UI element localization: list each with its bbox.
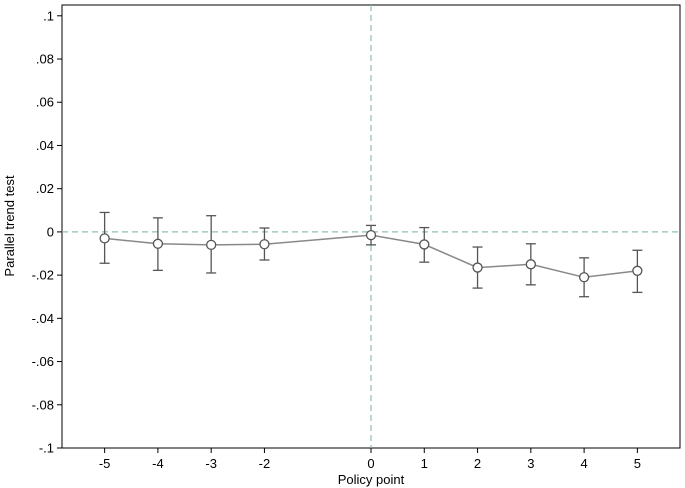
y-tick-label: .1	[43, 8, 54, 23]
x-tick-label: 0	[367, 456, 374, 471]
data-point	[632, 265, 643, 276]
y-tick-label: -.04	[32, 311, 54, 326]
y-axis: .1 .08 .06 .04 .02 0 -.02 -.04 -.06 -.08 -.1	[32, 8, 62, 456]
y-tick-label: .08	[36, 52, 54, 67]
y-tick-label: .04	[36, 138, 54, 153]
data-point	[99, 233, 110, 244]
y-tick-label: .02	[36, 181, 54, 196]
x-tick-label: 4	[580, 456, 587, 471]
y-tick-label: -.1	[39, 441, 54, 456]
x-tick-label: -4	[152, 456, 164, 471]
y-tick-label: -.02	[32, 268, 54, 283]
x-tick-label: -2	[259, 456, 271, 471]
y-axis-label: Parallel trend test	[2, 175, 17, 277]
y-tick-label: -.08	[32, 397, 54, 412]
data-point	[472, 262, 483, 273]
x-tick-label: 1	[421, 456, 428, 471]
y-tick-label: .06	[36, 95, 54, 110]
y-tick-label: 0	[47, 224, 54, 239]
data-point	[259, 239, 270, 250]
x-axis: -5 -4 -3 -2 0 1 2 3 4 5	[99, 448, 641, 471]
data-point	[525, 259, 536, 270]
series-layer	[99, 211, 643, 298]
data-point	[578, 272, 590, 283]
data-point	[419, 239, 430, 250]
data-point	[152, 238, 164, 249]
x-tick-label: 3	[527, 456, 534, 471]
x-tick-label: -3	[205, 456, 217, 471]
x-tick-label: 2	[474, 456, 481, 471]
series-line	[104, 234, 638, 279]
y-tick-label: -.06	[32, 354, 54, 369]
x-axis-label: Policy point	[338, 472, 405, 487]
data-point	[365, 229, 377, 241]
x-tick-label: -5	[99, 456, 111, 471]
x-tick-label: 5	[634, 456, 641, 471]
data-point	[206, 239, 217, 251]
